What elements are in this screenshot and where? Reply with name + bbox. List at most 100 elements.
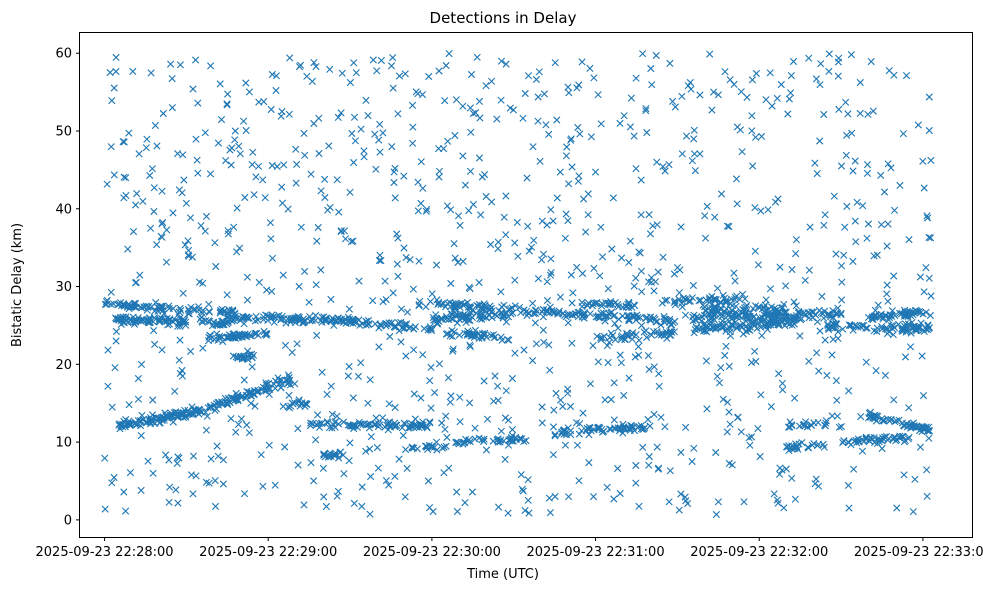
data-point — [553, 116, 561, 124]
data-point — [469, 332, 477, 340]
data-point — [678, 150, 686, 158]
data-point — [817, 60, 825, 68]
data-point — [514, 252, 522, 260]
data-point — [580, 311, 588, 320]
data-point — [604, 285, 612, 293]
data-point — [851, 217, 859, 225]
data-point — [150, 207, 158, 216]
data-point — [868, 313, 877, 321]
data-point — [268, 161, 276, 170]
data-point — [639, 50, 647, 58]
data-point — [409, 123, 417, 131]
data-point — [168, 413, 176, 421]
data-point — [308, 316, 316, 324]
data-point — [327, 317, 335, 325]
data-point — [884, 160, 892, 168]
data-point — [497, 427, 505, 435]
data-point — [494, 396, 502, 404]
data-point — [482, 446, 491, 454]
data-point — [635, 336, 643, 344]
data-point — [374, 423, 382, 431]
data-point — [163, 317, 171, 325]
data-point — [111, 364, 119, 372]
data-point — [231, 136, 239, 144]
data-point — [278, 376, 286, 384]
data-point — [394, 272, 402, 280]
data-point — [158, 415, 166, 423]
data-point — [766, 69, 774, 77]
data-point — [573, 84, 581, 92]
data-point — [325, 142, 333, 150]
data-point — [107, 288, 115, 296]
data-point — [261, 194, 269, 202]
data-point — [451, 254, 459, 262]
data-point — [147, 416, 155, 424]
data-point — [211, 239, 219, 247]
data-point — [835, 54, 843, 62]
data-point — [108, 479, 116, 487]
data-point — [142, 144, 150, 152]
data-point — [364, 420, 372, 429]
data-point — [646, 230, 655, 238]
data-point — [158, 302, 166, 310]
data-point — [417, 394, 425, 402]
data-point — [379, 129, 387, 137]
data-point — [549, 423, 558, 431]
data-point — [531, 306, 539, 314]
data-point — [913, 326, 921, 334]
data-point — [804, 444, 813, 452]
data-point — [284, 376, 292, 384]
data-point — [783, 443, 792, 451]
data-point — [575, 477, 583, 485]
data-point — [251, 402, 259, 410]
data-point — [923, 492, 931, 500]
data-point — [775, 309, 783, 317]
data-point — [616, 489, 624, 498]
data-point — [833, 396, 841, 404]
data-point — [748, 112, 756, 120]
data-point — [480, 437, 488, 445]
data-point — [322, 502, 330, 511]
data-point — [896, 181, 904, 189]
data-point — [225, 306, 233, 314]
data-point — [688, 457, 696, 466]
data-point — [590, 74, 598, 82]
data-point — [318, 419, 326, 427]
data-point — [218, 321, 226, 329]
data-point — [899, 130, 907, 138]
data-point — [179, 289, 187, 297]
data-point — [820, 443, 828, 451]
data-point — [840, 251, 848, 259]
data-point — [711, 213, 719, 221]
data-point — [616, 119, 624, 127]
data-point — [362, 447, 370, 455]
data-point — [238, 355, 246, 363]
data-point — [400, 325, 408, 333]
data-point — [856, 109, 864, 117]
data-point — [252, 313, 260, 321]
data-point — [222, 157, 230, 165]
data-point — [594, 358, 602, 366]
data-point — [591, 299, 599, 307]
data-point — [661, 423, 669, 431]
data-point — [469, 200, 477, 209]
data-point — [491, 372, 499, 380]
data-point — [140, 303, 148, 311]
data-point — [132, 201, 140, 209]
data-point — [640, 328, 648, 336]
data-point — [446, 332, 454, 340]
data-point — [884, 297, 892, 305]
data-point — [471, 424, 479, 432]
data-point — [605, 338, 613, 346]
data-point — [295, 63, 304, 71]
data-point — [245, 388, 253, 396]
data-point — [682, 423, 690, 431]
data-point — [244, 330, 252, 338]
data-point — [905, 421, 913, 429]
data-point — [174, 150, 182, 158]
data-point — [206, 334, 215, 343]
data-point — [729, 321, 737, 329]
data-point — [466, 285, 474, 293]
data-point — [459, 152, 467, 160]
data-point — [249, 148, 257, 156]
